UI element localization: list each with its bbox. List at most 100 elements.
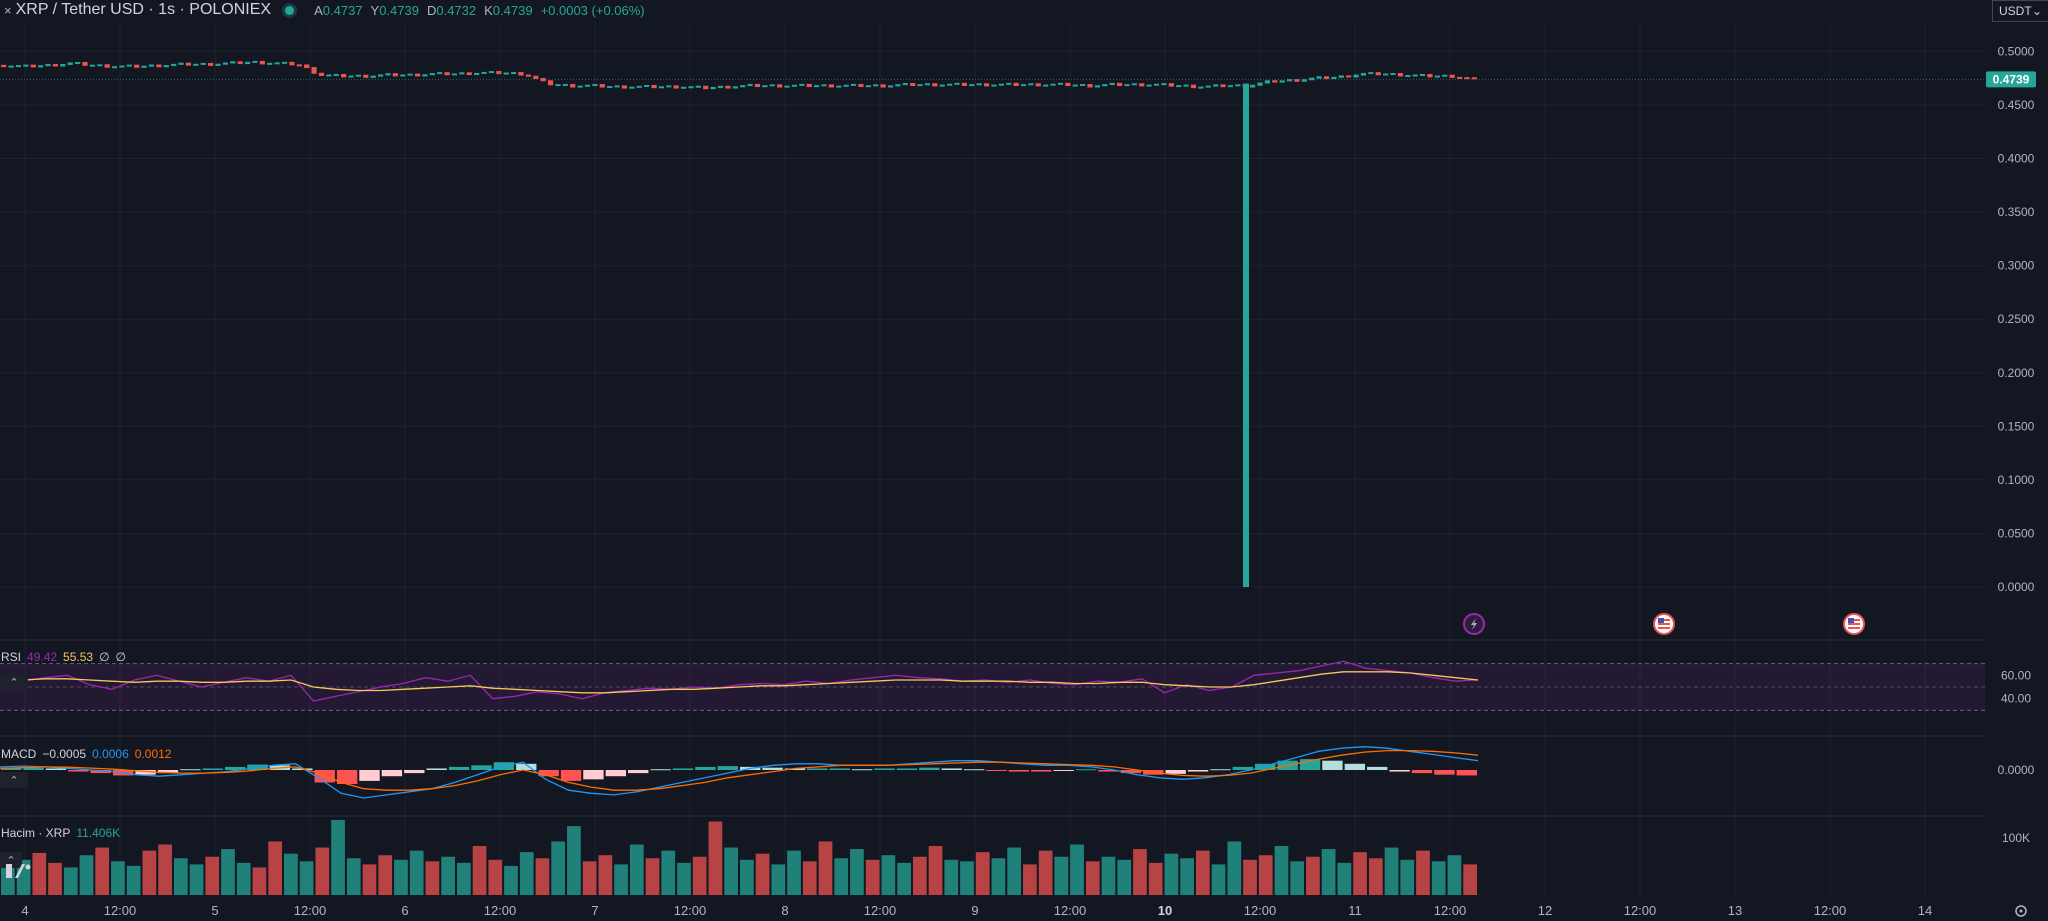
macd-histogram-bar[interactable] (672, 768, 694, 770)
price-candle[interactable] (267, 62, 273, 65)
price-candle[interactable] (880, 84, 886, 88)
price-candle[interactable] (1250, 84, 1256, 88)
price-candle[interactable] (740, 85, 746, 88)
volume-bar[interactable] (708, 821, 723, 895)
price-candle[interactable] (1094, 85, 1101, 88)
price-candle[interactable] (119, 65, 125, 68)
settings-icon[interactable] (2015, 905, 2027, 917)
price-candle[interactable] (939, 84, 945, 87)
price-candle[interactable] (806, 83, 812, 88)
price-candle[interactable] (1050, 83, 1056, 86)
price-candle[interactable] (429, 73, 435, 76)
volume-bar[interactable] (519, 852, 534, 895)
volume-bar[interactable] (126, 865, 141, 895)
volume-collapse-button[interactable]: ⌃ (0, 852, 22, 868)
price-candle[interactable] (104, 64, 110, 68)
price-candle[interactable] (178, 62, 184, 65)
price-candle[interactable] (1405, 74, 1411, 77)
price-candle[interactable] (370, 75, 376, 78)
price-candle[interactable] (547, 80, 554, 86)
price-candle[interactable] (570, 83, 576, 88)
price-candle[interactable] (459, 72, 465, 75)
volume-bar[interactable] (189, 864, 204, 895)
volume-bar[interactable] (834, 858, 849, 895)
volume-bar[interactable] (677, 862, 691, 895)
price-candle[interactable] (1227, 85, 1234, 88)
price-candle[interactable] (1124, 84, 1130, 87)
price-candle[interactable] (732, 86, 738, 89)
price-candle[interactable] (481, 71, 487, 74)
macd-histogram-bar[interactable] (1411, 770, 1433, 774)
price-candle[interactable] (1338, 75, 1344, 78)
volume-bar[interactable] (472, 846, 487, 895)
volume-bar[interactable] (551, 841, 566, 895)
price-candle[interactable] (1161, 83, 1167, 86)
price-candle[interactable] (8, 65, 14, 68)
macd-histogram-bar[interactable] (605, 770, 627, 777)
price-candle[interactable] (60, 63, 66, 67)
price-candle[interactable] (222, 62, 228, 65)
rsi-label[interactable]: RSI (1, 650, 22, 664)
macd-histogram-bar[interactable] (202, 768, 223, 770)
volume-bar[interactable] (504, 865, 518, 895)
macd-histogram-bar[interactable] (426, 768, 447, 770)
price-candle[interactable] (821, 84, 827, 87)
price-candle[interactable] (126, 64, 132, 67)
volume-bar[interactable] (111, 861, 125, 895)
macd-histogram-bar[interactable] (1367, 766, 1388, 770)
price-candle[interactable] (1131, 83, 1137, 86)
price-candle[interactable] (1013, 82, 1019, 86)
price-candle[interactable] (777, 84, 783, 88)
price-candle[interactable] (1390, 72, 1396, 75)
price-candle[interactable] (599, 84, 605, 88)
price-candle[interactable] (511, 72, 517, 75)
volume-bar[interactable] (158, 844, 172, 895)
volume-bar[interactable] (221, 849, 235, 895)
volume-bar[interactable] (567, 826, 581, 895)
price-candle[interactable] (747, 83, 753, 87)
price-candle[interactable] (969, 84, 975, 87)
price-candle[interactable] (1434, 75, 1440, 78)
price-candle[interactable] (385, 73, 391, 76)
price-candle[interactable] (289, 61, 295, 66)
price-candle[interactable] (887, 85, 894, 88)
price-candle[interactable] (1427, 73, 1433, 78)
currency-select[interactable]: USDT ⌄ (1992, 0, 2048, 22)
price-candle[interactable] (1190, 84, 1197, 89)
price-candle[interactable] (1080, 84, 1086, 87)
volume-bar[interactable] (614, 864, 628, 895)
price-candle[interactable] (717, 85, 724, 88)
macd-histogram-bar[interactable] (1232, 766, 1254, 770)
price-candle[interactable] (895, 84, 901, 87)
macd-histogram-bar[interactable] (851, 769, 873, 771)
macd-histogram-bar[interactable] (628, 770, 649, 774)
macd-histogram-bar[interactable] (1031, 770, 1052, 772)
macd-histogram-bar[interactable] (695, 766, 716, 770)
price-candle[interactable] (1035, 83, 1041, 87)
price-candle[interactable] (1028, 83, 1034, 86)
price-candle[interactable] (193, 63, 199, 66)
macd-histogram-bar[interactable] (359, 770, 380, 781)
price-candle[interactable] (503, 72, 509, 75)
volume-bar[interactable] (865, 859, 880, 895)
price-candle[interactable] (141, 65, 147, 68)
price-candle[interactable] (82, 61, 88, 66)
volume-bar[interactable] (1211, 864, 1226, 895)
price-candle[interactable] (281, 61, 288, 64)
price-candle[interactable] (1360, 72, 1367, 76)
price-candle[interactable] (754, 83, 761, 88)
price-candle[interactable] (799, 83, 805, 86)
price-candle[interactable] (1176, 85, 1182, 88)
volume-bar[interactable] (661, 850, 676, 895)
price-candle[interactable] (1043, 84, 1049, 87)
macd-histogram-bar[interactable] (650, 769, 671, 771)
price-candle[interactable] (451, 73, 458, 76)
price-candle[interactable] (496, 71, 502, 75)
macd-histogram-bar[interactable] (784, 768, 806, 770)
macd-histogram-bar[interactable] (90, 770, 111, 774)
volume-bar[interactable] (1243, 859, 1257, 895)
price-candle[interactable] (1139, 83, 1145, 87)
symbol-title[interactable]: XRP / Tether USD · 1s · POLONIEX (15, 1, 272, 18)
price-candle[interactable] (237, 61, 243, 65)
volume-bar[interactable] (818, 841, 833, 895)
